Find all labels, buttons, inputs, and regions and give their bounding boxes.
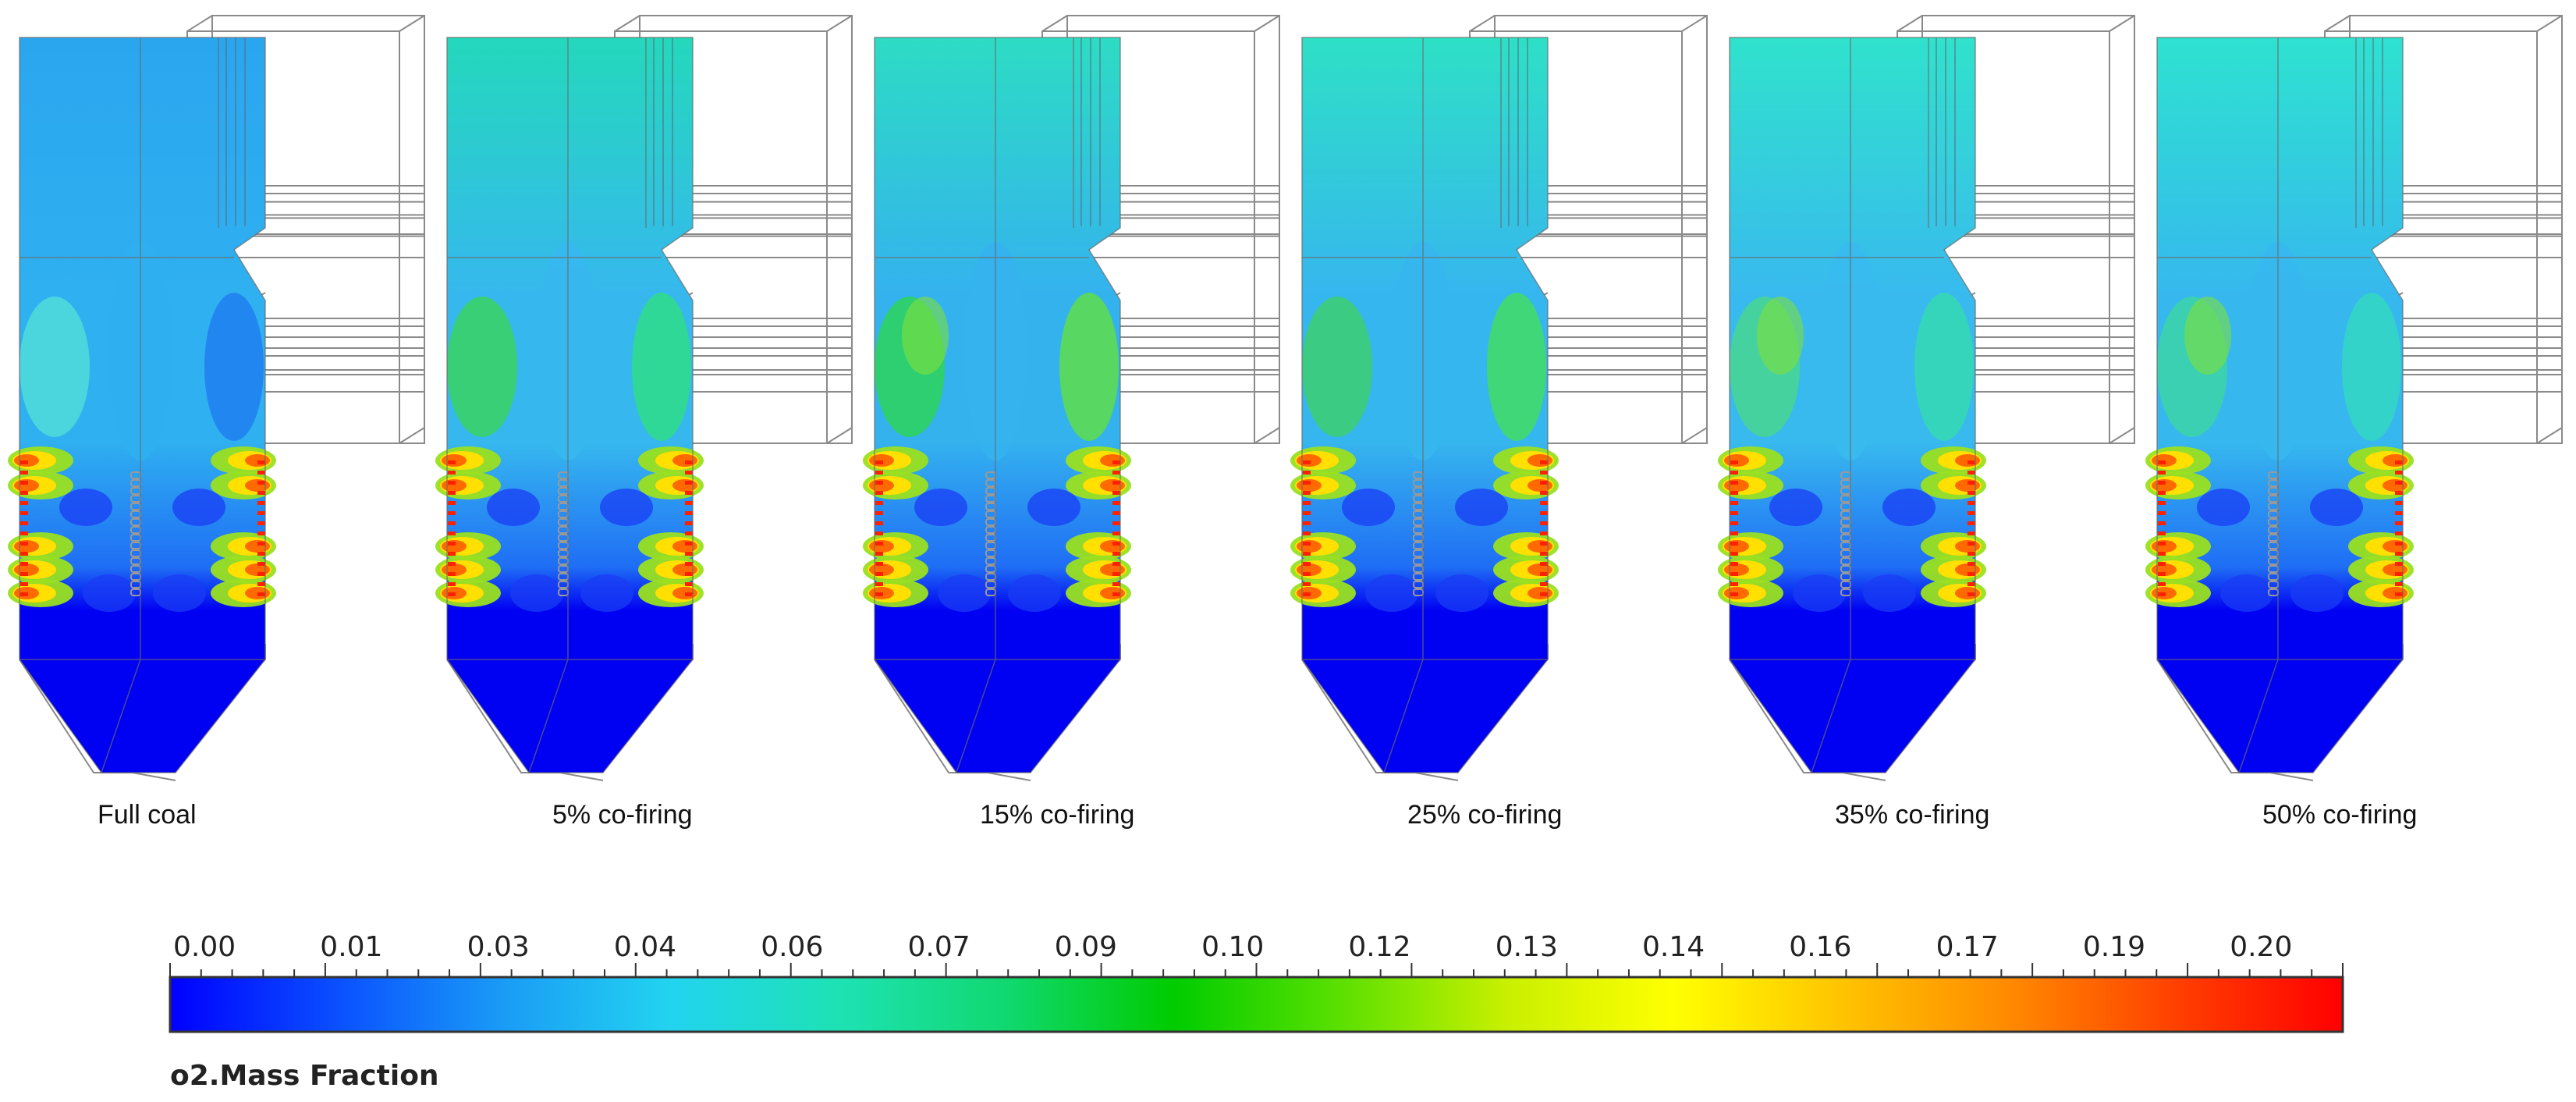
- colorbar-tick-label: 0.17: [1936, 931, 1999, 963]
- furnace-outline: [19, 37, 266, 773]
- colorbar-tick-label: 0.19: [2083, 931, 2145, 963]
- boiler-panel: 50% co-firing: [2145, 15, 2563, 830]
- furnace-outline: [874, 37, 1121, 773]
- colorbar-tick-label: 0.06: [761, 931, 823, 963]
- boiler-panel: Full coal: [8, 15, 425, 830]
- colorbar-tick-label: 0.12: [1348, 931, 1410, 963]
- case-label: Full coal: [98, 800, 197, 830]
- colorbar-tick-label: 0.07: [908, 931, 970, 963]
- colorbar: 0.00 0.01 0.03 0.04 0.06 0.07 0.09 0.10 0.12 0.13…: [169, 931, 2344, 1092]
- wall-oxygen-zone: [20, 297, 90, 437]
- colorbar-tick-label: 0.00: [173, 931, 236, 963]
- wall-oxygen-zone: [1302, 297, 1372, 437]
- colorbar-tick-label: 0.09: [1055, 931, 1117, 963]
- colorbar-tick-label: 0.20: [2230, 931, 2292, 963]
- colorbar-tick-label: 0.04: [614, 931, 676, 963]
- burner-jets: [2145, 446, 2414, 612]
- burner-ports: [1730, 460, 1975, 596]
- boiler-panels: Full coal 5% co-firing 15% co-firing 25% co…: [8, 15, 2563, 830]
- burner-ports: [20, 460, 265, 596]
- furnace-outline: [1301, 37, 1549, 773]
- furnace-outline: [446, 37, 694, 773]
- wall-oxygen-zone: [632, 293, 691, 441]
- boiler-panel: 35% co-firing: [1718, 15, 2135, 830]
- furnace-outline: [1729, 37, 1976, 773]
- wall-oxygen-zone: [1914, 293, 1974, 441]
- wall-oxygen-zone: [1059, 293, 1119, 441]
- wall-oxygen-zone: [447, 297, 517, 437]
- furnace-outline: [2156, 37, 2404, 773]
- wall-oxygen-zone: [2184, 297, 2231, 375]
- colorbar-scale: [169, 976, 2344, 1033]
- boiler-panel: 15% co-firing: [863, 15, 1280, 830]
- wall-oxygen-zone: [204, 293, 264, 441]
- colorbar-tick-label: 0.03: [467, 931, 530, 963]
- case-label: 25% co-firing: [1407, 800, 1562, 830]
- wall-oxygen-zone: [1487, 293, 1546, 441]
- case-label: 50% co-firing: [2262, 800, 2417, 830]
- colorbar-tick-label: 0.13: [1496, 931, 1558, 963]
- wall-oxygen-zone: [902, 297, 949, 375]
- case-label: 35% co-firing: [1835, 800, 1989, 830]
- colorbar-ticks: 0.00 0.01 0.03 0.04 0.06 0.07 0.09 0.10 0.12 0.13…: [169, 931, 2344, 977]
- boiler-panel: 25% co-firing: [1290, 15, 1708, 830]
- colorbar-title: o2.Mass Fraction: [170, 1060, 439, 1092]
- colorbar-tick-label: 0.01: [320, 931, 382, 963]
- boiler-panel: 5% co-firing: [435, 15, 853, 830]
- wall-oxygen-zone: [2342, 293, 2401, 441]
- case-label: 5% co-firing: [552, 800, 693, 830]
- case-label: 15% co-firing: [980, 800, 1134, 830]
- colorbar-tick-label: 0.16: [1789, 931, 1851, 963]
- colorbar-tick-label: 0.14: [1642, 931, 1705, 963]
- wall-oxygen-zone: [1757, 297, 1804, 375]
- burner-ports: [2158, 460, 2403, 596]
- colorbar-tick-label: 0.10: [1201, 931, 1264, 963]
